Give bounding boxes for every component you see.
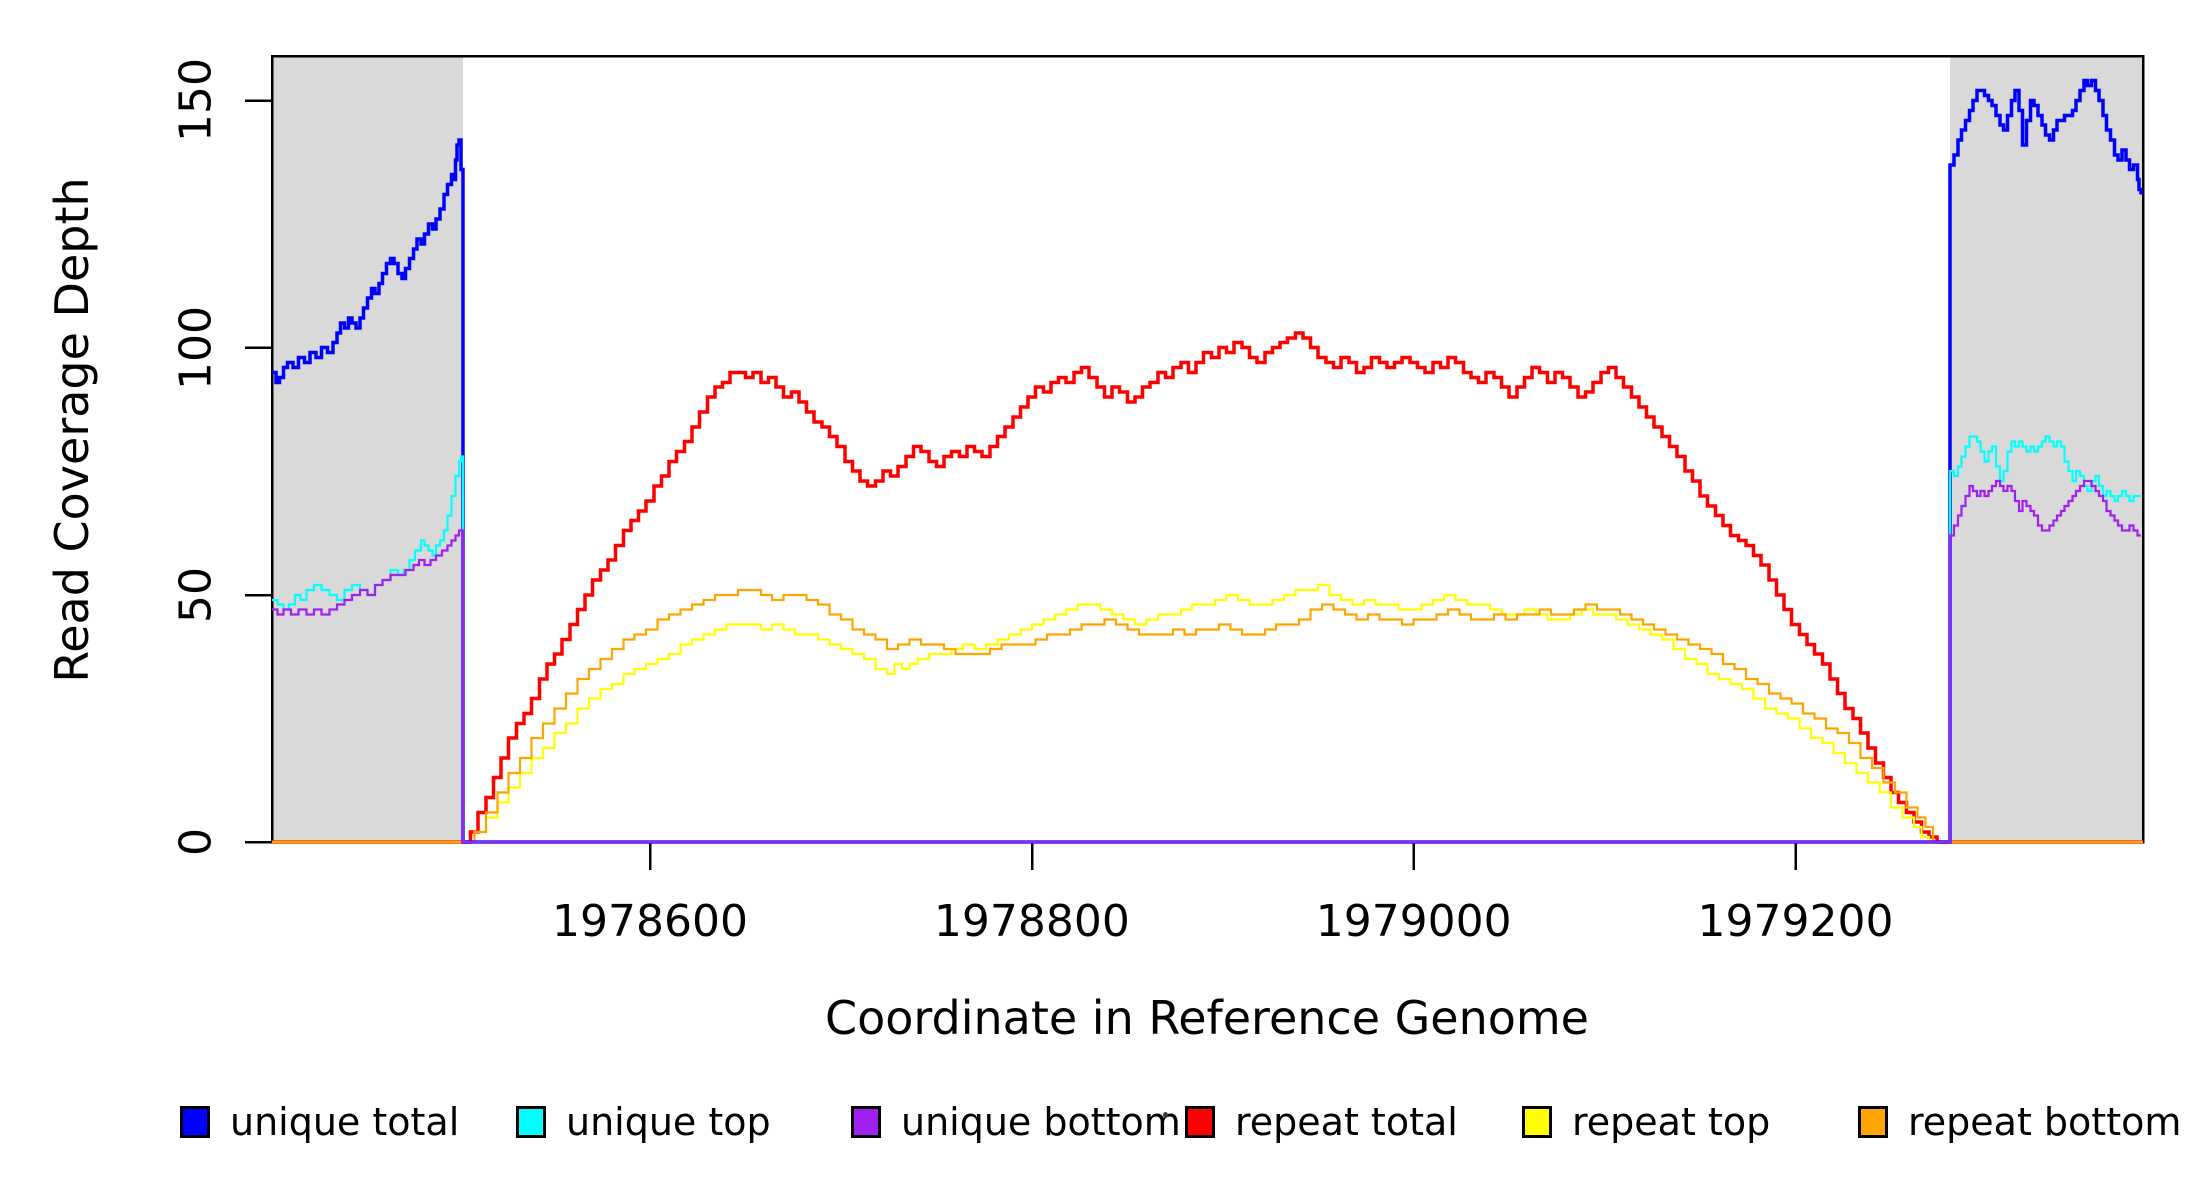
legend-item-unique-total: unique total xyxy=(180,1096,459,1148)
legend-swatch-unique-top xyxy=(516,1106,546,1138)
legend-label: unique total xyxy=(230,1100,460,1144)
legend-label: unique top xyxy=(566,1100,771,1144)
series-unique-top xyxy=(272,435,2141,844)
legend-swatch-repeat-top xyxy=(1522,1106,1552,1138)
y-tick-label: 50 xyxy=(170,566,222,623)
series-repeat-bottom xyxy=(272,588,2143,844)
y-tick-label: 0 xyxy=(170,828,222,856)
y-tick-label: 150 xyxy=(170,58,222,143)
legend-item-repeat-total: repeat total xyxy=(1185,1096,1458,1148)
legend-swatch-repeat-bottom xyxy=(1858,1106,1888,1138)
y-axis-title: Read Coverage Depth xyxy=(45,177,99,683)
legend-label: repeat top xyxy=(1572,1100,1771,1144)
stray-dot xyxy=(1163,1112,1168,1118)
legend-item-unique-top: unique top xyxy=(516,1096,771,1148)
shaded-region xyxy=(272,56,463,842)
y-tick-label: 100 xyxy=(170,305,222,390)
legend-swatch-unique-total xyxy=(180,1106,210,1138)
shaded-region xyxy=(1950,56,2143,842)
x-tick-label: 1978800 xyxy=(933,896,1130,947)
x-tick-label: 1978600 xyxy=(552,896,748,947)
series-repeat-total xyxy=(272,331,2143,844)
legend: unique total unique top unique bottom re… xyxy=(0,1096,2200,1148)
x-axis-title: Coordinate in Reference Genome xyxy=(825,991,1589,1045)
legend-swatch-unique-bottom xyxy=(851,1106,881,1138)
legend-item-repeat-top: repeat top xyxy=(1522,1096,1770,1148)
x-tick-label: 1979200 xyxy=(1697,896,1894,947)
legend-item-repeat-bottom: repeat bottom xyxy=(1858,1096,2181,1148)
series-repeat-top xyxy=(272,583,2143,844)
series-unique-bottom xyxy=(272,479,2141,844)
legend-label: unique bottom xyxy=(901,1100,1181,1144)
x-tick-label: 1979000 xyxy=(1315,896,1512,947)
legend-label: repeat bottom xyxy=(1908,1100,2182,1144)
legend-swatch-repeat-total xyxy=(1185,1106,1215,1138)
legend-item-unique-bottom: unique bottom xyxy=(851,1096,1181,1148)
legend-label: repeat total xyxy=(1235,1100,1458,1144)
